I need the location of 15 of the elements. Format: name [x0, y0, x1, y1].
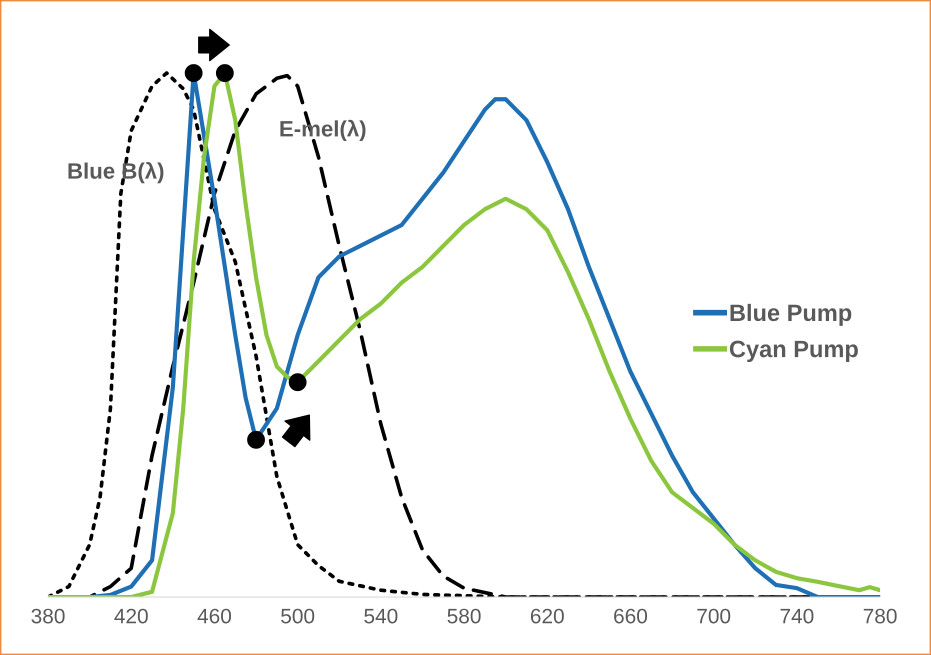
x-tick-label: 580 — [448, 608, 481, 624]
x-tick-label: 700 — [697, 608, 730, 624]
x-tick-label: 380 — [31, 608, 65, 624]
x-tick-label: 420 — [114, 608, 148, 624]
x-tick-label: 780 — [864, 608, 897, 624]
x-tick-label: 740 — [780, 608, 814, 624]
series-label: E-mel(λ) — [280, 120, 366, 142]
x-tick-label: 660 — [614, 608, 648, 624]
x-tick-label: 540 — [364, 608, 398, 624]
series-label: Blue B(λ) — [68, 162, 164, 184]
x-tick-label: 620 — [530, 608, 564, 624]
x-tick-label: 460 — [198, 608, 232, 624]
legend-label: Blue Pump — [730, 304, 852, 326]
x-tick-label: 500 — [281, 608, 314, 624]
legend-label: Cyan Pump — [730, 340, 858, 362]
